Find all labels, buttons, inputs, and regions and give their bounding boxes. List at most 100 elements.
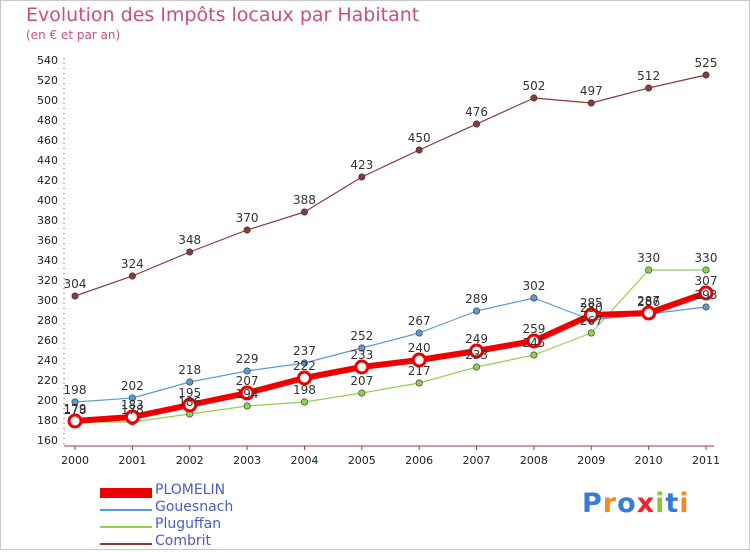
data-point-plomelin (469, 343, 485, 359)
legend-swatch-combrit (100, 543, 152, 545)
legend-label-pluguffan: Pluguffan (155, 516, 222, 532)
data-point-combrit (415, 146, 423, 154)
chart-title: Evolution des Impôts locaux par Habitant (26, 4, 420, 26)
x-tick-label: 2001 (118, 454, 146, 467)
x-tick-label: 2005 (348, 454, 376, 467)
data-point-gouesnach (473, 307, 481, 315)
data-label-combrit: 502 (522, 79, 545, 93)
data-label-combrit: 388 (293, 193, 316, 207)
data-label-combrit: 370 (236, 211, 259, 225)
data-point-plomelin (182, 397, 198, 413)
proxiti-logo: Proxiti (582, 488, 690, 519)
data-label-pluguffan: 178 (121, 403, 144, 417)
data-point-pluguffan (415, 379, 423, 387)
data-label-plomelin: 207 (236, 374, 259, 388)
data-label-pluguffan: 178 (64, 403, 87, 417)
data-label-gouesnach: 218 (178, 363, 201, 377)
x-tick-label: 2010 (635, 454, 663, 467)
legend-swatch-plomelin (100, 488, 152, 498)
data-label-pluguffan: 217 (408, 364, 431, 378)
series-line-combrit (74, 74, 707, 297)
data-label-pluguffan: 267 (580, 314, 603, 328)
chart-series (67, 71, 714, 429)
data-label-combrit: 497 (580, 84, 603, 98)
data-point-gouesnach (300, 359, 308, 367)
data-point-plomelin (411, 352, 427, 368)
data-label-combrit: 525 (695, 56, 718, 70)
data-label-plomelin: 259 (522, 322, 545, 336)
series-line-pluguffan (75, 269, 706, 423)
data-point-plomelin (698, 285, 714, 301)
x-tick-label: 2004 (290, 454, 318, 467)
data-point-gouesnach (530, 294, 538, 302)
legend-label-combrit: Combrit (155, 533, 211, 549)
data-label-combrit: 476 (465, 105, 488, 119)
y-tick-label: 380 (37, 214, 58, 227)
data-label-combrit: 450 (408, 131, 431, 145)
data-label-plomelin: 179 (64, 402, 87, 416)
data-label-plomelin: 307 (695, 274, 718, 288)
data-label-gouesnach: 293 (695, 288, 718, 302)
y-tick-label: 320 (37, 274, 58, 287)
data-label-combrit: 324 (121, 257, 144, 271)
y-tick-label: 520 (37, 74, 58, 87)
x-tick-label: 2000 (61, 454, 89, 467)
data-label-pluguffan: 330 (637, 251, 660, 265)
data-point-combrit (702, 71, 710, 79)
data-label-pluguffan: 330 (695, 251, 718, 265)
x-tick-label: 2011 (692, 454, 720, 467)
data-point-combrit (645, 84, 653, 92)
data-label-pluguffan: 207 (350, 374, 373, 388)
data-label-plomelin: 287 (637, 294, 660, 308)
y-tick-label: 280 (37, 314, 58, 327)
data-label-plomelin: 285 (580, 296, 603, 310)
y-tick-label: 260 (37, 334, 58, 347)
legend-swatch-pluguffan (100, 526, 152, 528)
data-label-gouesnach: 280 (580, 301, 603, 315)
y-tick-label: 200 (37, 394, 58, 407)
data-point-plomelin (67, 413, 83, 429)
data-point-combrit (473, 120, 481, 128)
y-tick-label: 440 (37, 154, 58, 167)
data-label-pluguffan: 245 (522, 336, 545, 350)
x-tick-label: 2002 (176, 454, 204, 467)
data-point-pluguffan (645, 266, 653, 274)
legend-label-gouesnach: Gouesnach (155, 499, 234, 515)
data-point-gouesnach (186, 378, 194, 386)
x-tick-label: 2003 (233, 454, 261, 467)
data-point-pluguffan (358, 389, 366, 397)
data-point-combrit (300, 208, 308, 216)
data-point-plomelin (354, 359, 370, 375)
data-label-gouesnach: 237 (293, 344, 316, 358)
data-point-plomelin (239, 385, 255, 401)
data-point-pluguffan (702, 266, 710, 274)
y-tick-label: 180 (37, 414, 58, 427)
data-label-plomelin: 233 (350, 348, 373, 362)
data-label-gouesnach: 202 (121, 379, 144, 393)
y-tick-label: 460 (37, 134, 58, 147)
data-point-gouesnach (243, 367, 251, 375)
data-label-gouesnach: 286 (637, 295, 660, 309)
data-point-combrit (530, 94, 538, 102)
data-point-combrit (587, 99, 595, 107)
data-label-gouesnach: 198 (64, 383, 87, 397)
data-label-pluguffan: 198 (293, 383, 316, 397)
chart-subtitle: (en € et par an) (26, 28, 121, 42)
data-label-pluguffan: 186 (178, 395, 201, 409)
data-point-pluguffan (530, 351, 538, 359)
data-point-combrit (243, 226, 251, 234)
x-tick-label: 2007 (463, 454, 491, 467)
data-label-plomelin: 195 (178, 386, 201, 400)
legend-label-plomelin: PLOMELIN (155, 482, 226, 498)
data-point-gouesnach (415, 329, 423, 337)
series-line-gouesnach (74, 297, 707, 403)
legend-swatch-gouesnach (100, 509, 152, 511)
data-point-pluguffan (473, 363, 481, 371)
data-label-gouesnach: 302 (522, 279, 545, 293)
data-label-gouesnach: 229 (236, 352, 259, 366)
y-tick-label: 300 (37, 294, 58, 307)
data-point-combrit (358, 173, 366, 181)
y-tick-label: 240 (37, 354, 58, 367)
data-label-plomelin: 240 (408, 341, 431, 355)
